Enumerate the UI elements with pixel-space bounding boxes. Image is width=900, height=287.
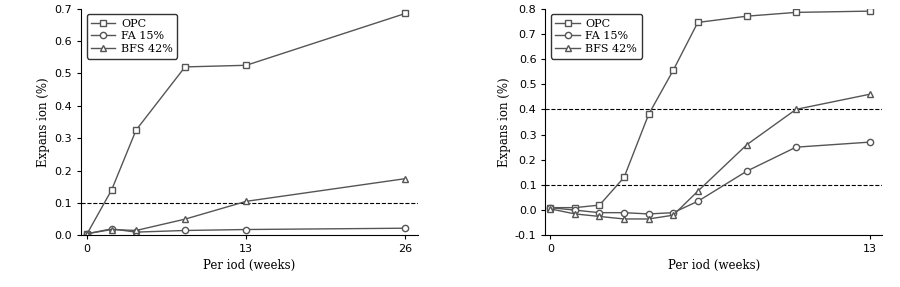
- Line: OPC: OPC: [547, 8, 873, 211]
- Y-axis label: Expans ion (%): Expans ion (%): [37, 77, 50, 167]
- BFS 42%: [790, 108, 801, 111]
- BFS 42%: [668, 214, 679, 217]
- OPC: [864, 9, 875, 13]
- Legend: OPC, FA 15%, BFS 42%: OPC, FA 15%, BFS 42%: [86, 14, 177, 59]
- BFS 42%: [644, 217, 654, 221]
- X-axis label: Per iod (weeks): Per iod (weeks): [668, 259, 760, 272]
- OPC: [241, 64, 252, 67]
- FA 15%: [545, 206, 556, 209]
- FA 15%: [742, 169, 752, 173]
- FA 15%: [400, 226, 410, 230]
- Legend: OPC, FA 15%, BFS 42%: OPC, FA 15%, BFS 42%: [551, 14, 642, 59]
- OPC: [618, 176, 629, 179]
- OPC: [82, 232, 93, 235]
- FA 15%: [180, 229, 191, 232]
- BFS 42%: [241, 200, 252, 203]
- BFS 42%: [594, 215, 605, 218]
- FA 15%: [644, 212, 654, 216]
- FA 15%: [668, 211, 679, 214]
- Line: FA 15%: FA 15%: [84, 225, 409, 237]
- OPC: [130, 128, 141, 132]
- BFS 42%: [742, 143, 752, 146]
- FA 15%: [570, 208, 580, 212]
- FA 15%: [82, 232, 93, 235]
- Line: BFS 42%: BFS 42%: [84, 176, 409, 237]
- BFS 42%: [545, 207, 556, 211]
- OPC: [692, 21, 703, 24]
- BFS 42%: [180, 218, 191, 221]
- OPC: [106, 188, 117, 192]
- OPC: [668, 69, 679, 72]
- FA 15%: [241, 228, 252, 231]
- FA 15%: [618, 211, 629, 214]
- BFS 42%: [400, 177, 410, 181]
- OPC: [400, 12, 410, 15]
- BFS 42%: [82, 232, 93, 235]
- FA 15%: [692, 200, 703, 203]
- Line: BFS 42%: BFS 42%: [547, 91, 873, 222]
- OPC: [570, 206, 580, 209]
- Line: OPC: OPC: [84, 10, 409, 237]
- FA 15%: [790, 146, 801, 149]
- OPC: [790, 11, 801, 14]
- OPC: [545, 206, 556, 209]
- OPC: [644, 113, 654, 116]
- Y-axis label: Expans ion (%): Expans ion (%): [498, 77, 510, 167]
- BFS 42%: [130, 229, 141, 232]
- BFS 42%: [864, 92, 875, 96]
- Line: FA 15%: FA 15%: [547, 139, 873, 217]
- OPC: [594, 203, 605, 207]
- OPC: [742, 14, 752, 18]
- FA 15%: [864, 140, 875, 144]
- BFS 42%: [692, 189, 703, 193]
- FA 15%: [594, 211, 605, 214]
- BFS 42%: [106, 228, 117, 231]
- FA 15%: [130, 230, 141, 234]
- OPC: [180, 65, 191, 69]
- BFS 42%: [618, 217, 629, 221]
- FA 15%: [106, 227, 117, 230]
- BFS 42%: [570, 212, 580, 216]
- X-axis label: Per iod (weeks): Per iod (weeks): [203, 259, 295, 272]
